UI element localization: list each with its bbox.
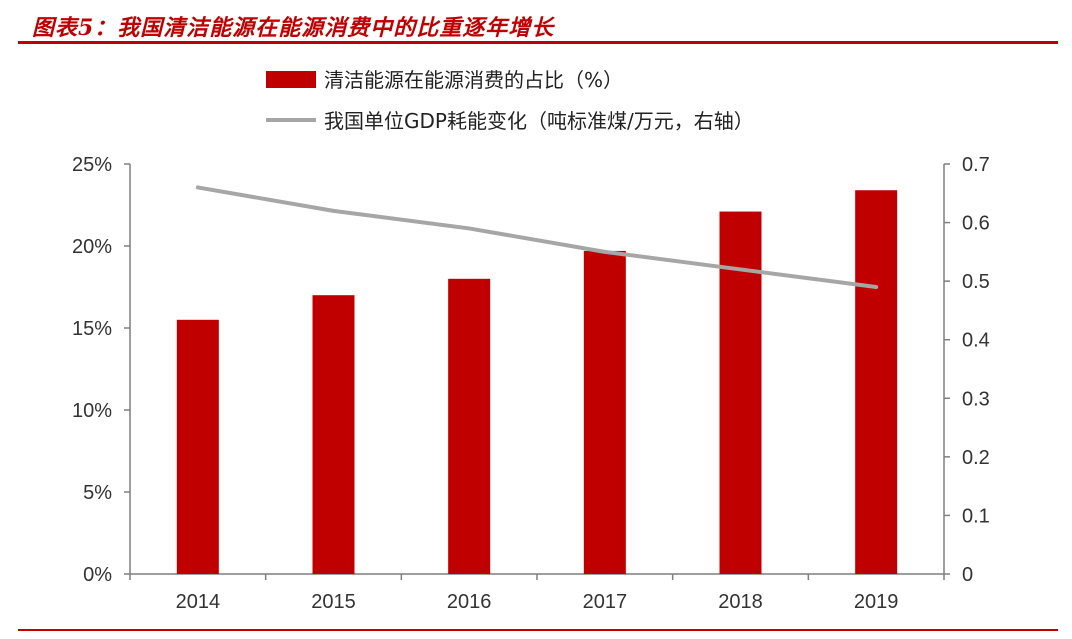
bar-2015 bbox=[312, 295, 355, 574]
legend-swatch-bar bbox=[266, 71, 316, 88]
right-y-tick-label: 0.2 bbox=[962, 447, 990, 469]
footer-rule bbox=[18, 629, 1058, 631]
right-y-tick-label: 0.3 bbox=[962, 388, 990, 410]
bar-2017 bbox=[583, 250, 626, 575]
bar-2014 bbox=[176, 319, 219, 574]
title-rule bbox=[18, 41, 1058, 44]
right-y-tick-label: 0.4 bbox=[962, 330, 990, 352]
line-series bbox=[195, 185, 879, 289]
right-y-tick-label: 0.1 bbox=[962, 505, 990, 527]
left-y-tick-label: 20% bbox=[72, 236, 112, 258]
x-tick-label: 2018 bbox=[718, 591, 763, 613]
bar-2019 bbox=[855, 190, 898, 575]
x-tick-label: 2014 bbox=[176, 591, 221, 613]
right-y-tick-label: 0.5 bbox=[962, 271, 990, 293]
right-y-tick-label: 0.6 bbox=[962, 213, 990, 235]
chart-legend: 清洁能源在能源消费的占比（%） 我国单位GDP耗能变化（吨标准煤/万元，右轴） bbox=[266, 68, 754, 133]
x-tick-label: 2017 bbox=[583, 591, 628, 613]
right-y-tick-label: 0.7 bbox=[962, 154, 990, 176]
x-tick-label: 2016 bbox=[447, 591, 492, 613]
chart-axes: 0% 5% 10% 15% 20% 25% 0 0.1 0.2 0.3 0.4 0.5 0.6 0.7 bbox=[72, 154, 990, 586]
bar-series bbox=[176, 190, 898, 575]
left-y-tick-label: 0% bbox=[83, 564, 112, 586]
bar-2016 bbox=[448, 278, 491, 574]
left-y-tick-label: 25% bbox=[72, 154, 112, 176]
figure-title: 图表5：我国清洁能源在能源消费中的比重逐年增长 bbox=[32, 15, 555, 41]
left-y-tick-label: 15% bbox=[72, 318, 112, 340]
left-y-tick-label: 10% bbox=[72, 400, 112, 422]
gdp-energy-line bbox=[195, 185, 879, 289]
left-y-tick-label: 5% bbox=[83, 482, 112, 504]
x-tick-label: 2015 bbox=[311, 591, 356, 613]
legend-label-line: 我国单位GDP耗能变化（吨标准煤/万元，右轴） bbox=[324, 109, 754, 133]
x-axis-ticks: 2014 2015 2016 2017 2018 2019 bbox=[129, 574, 945, 613]
x-tick-label: 2019 bbox=[854, 591, 899, 613]
right-y-tick-label: 0 bbox=[962, 564, 973, 586]
legend-label-bar: 清洁能源在能源消费的占比（%） bbox=[324, 68, 623, 92]
